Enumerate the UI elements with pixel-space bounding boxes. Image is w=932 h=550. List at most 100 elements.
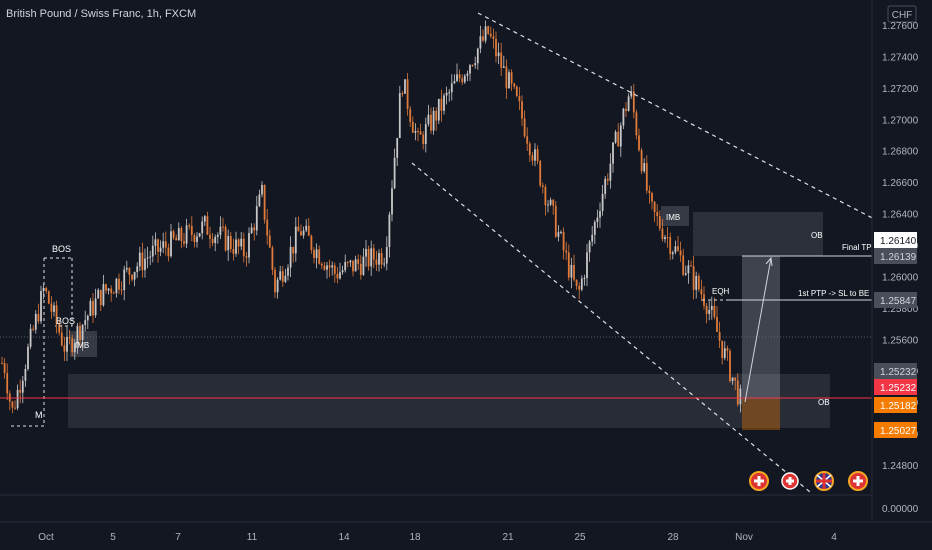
candle-body (643, 163, 646, 172)
candle-body (346, 262, 349, 264)
candle-body (367, 248, 370, 267)
candle-body (422, 134, 425, 144)
bos-top-text: BOS (52, 244, 71, 254)
candle-body (502, 66, 505, 68)
candle-body (276, 279, 279, 293)
candle-body (430, 114, 432, 131)
candle-body (674, 246, 677, 253)
candle-body (552, 199, 555, 206)
candle-body (729, 350, 731, 381)
candle-body (188, 225, 191, 227)
candle-body (315, 249, 318, 259)
candle-body (341, 270, 344, 273)
ptp-label-bg[interactable] (874, 292, 917, 308)
swiss-flag-icon[interactable] (848, 471, 868, 491)
candle-body (302, 230, 305, 236)
ob-top-text: OB (811, 231, 823, 240)
candle-body (531, 155, 534, 161)
candle-body (380, 253, 383, 265)
candle-body (437, 98, 440, 121)
candle-body (81, 324, 84, 341)
candle-body (219, 226, 222, 235)
price-tick-label: 1.26000 (882, 272, 919, 283)
time-tick-label: 4 (831, 532, 837, 543)
candle-body (359, 263, 362, 275)
candle-body (261, 184, 263, 195)
tp-projection-zone (742, 256, 780, 399)
candle-body (388, 214, 391, 248)
currency-badge[interactable] (887, 5, 917, 23)
uk-flag-icon[interactable] (814, 471, 834, 491)
candle-body (60, 332, 63, 346)
candle-body (635, 112, 638, 136)
price-tick-label: 1.26400 (882, 210, 919, 221)
time-tick-label: Nov (735, 532, 753, 543)
price-tick-label: 1.27000 (882, 115, 919, 126)
candle-body (372, 248, 375, 260)
candle-body (612, 142, 614, 164)
lower-trendline[interactable] (411, 162, 811, 493)
candle-body (526, 136, 529, 144)
candle-body (710, 306, 713, 310)
candle-body (45, 287, 48, 292)
candle-body (209, 234, 211, 239)
candle-body (201, 221, 204, 234)
candle-body (666, 237, 669, 239)
candle-body (651, 193, 653, 202)
candle-body (279, 271, 282, 280)
upper-trendline[interactable] (477, 12, 881, 223)
candle-body (653, 201, 656, 212)
candle-body (656, 211, 659, 217)
sl-zone (742, 399, 780, 430)
swiss-flag-icon[interactable] (781, 472, 799, 490)
time-tick-label: 21 (502, 532, 514, 543)
candle-body (414, 131, 417, 133)
candle-body (708, 309, 711, 314)
candle-body (487, 26, 490, 34)
candle-body (445, 92, 448, 96)
candle-body (461, 78, 464, 83)
candle-body (690, 265, 692, 267)
candle-body (248, 233, 250, 258)
final-tp-label-2-bg[interactable] (874, 248, 917, 264)
candle-body (539, 161, 542, 186)
current-price-label-bg[interactable] (874, 379, 917, 395)
candle-body (305, 225, 308, 231)
candle-body (396, 138, 399, 158)
candlestick-series (1, 20, 742, 414)
candle-body (357, 259, 360, 264)
candle-body (391, 188, 393, 215)
candle-body (456, 74, 458, 81)
ob-top-label-bg[interactable] (874, 363, 917, 379)
candle-body (73, 343, 76, 353)
candle-body (50, 303, 53, 312)
candle-body (281, 271, 284, 282)
candle-body (68, 336, 71, 339)
final-tp-label-bg[interactable] (874, 232, 917, 248)
candle-body (344, 262, 347, 271)
candle-body (331, 265, 334, 268)
candle-body (32, 328, 35, 330)
candle-body (268, 235, 271, 248)
candle-body (385, 247, 388, 264)
price-tick-label: 1.27400 (882, 52, 919, 63)
candle-body (638, 135, 640, 151)
first-ptp-text: 1st PTP -> SL to BE (798, 289, 869, 298)
candle-body (484, 26, 487, 41)
swiss-flag-icon[interactable] (749, 471, 769, 491)
sl-label-bg[interactable] (874, 422, 917, 438)
order-block-top-zone (693, 212, 823, 256)
candle-body (648, 190, 651, 194)
candle-body (76, 325, 79, 344)
candle-body (300, 231, 302, 236)
entry-label-bg[interactable] (874, 397, 917, 413)
price-bottom-value: 0.00000 (882, 504, 919, 515)
candle-body (196, 236, 198, 243)
candle-body (183, 241, 185, 244)
candle-body (271, 247, 274, 270)
candle-body (383, 263, 386, 265)
candle-body (492, 36, 495, 39)
candle-body (726, 348, 729, 351)
candle-body (227, 236, 230, 251)
